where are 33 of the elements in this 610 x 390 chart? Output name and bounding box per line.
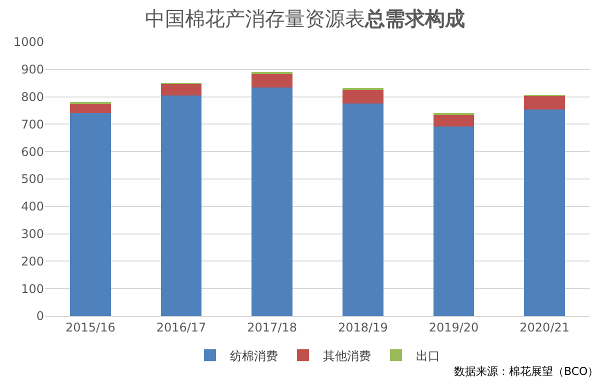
bar (433, 126, 474, 316)
legend-label: 出口 (416, 348, 440, 363)
x-tick-label: 2020/21 (520, 320, 570, 334)
chart-subtitle: 总需求构成 (364, 6, 465, 31)
bar (160, 96, 202, 316)
y-tick-label: 1000 (13, 35, 44, 50)
legend-label: 纺棉消费 (230, 348, 278, 363)
y-tick-label: 300 (21, 227, 44, 241)
bar (252, 87, 293, 316)
y-tick-label: 100 (21, 282, 44, 296)
x-tick-label: 2015/16 (65, 320, 116, 334)
bar (524, 110, 566, 316)
y-tick-label: 0 (36, 309, 44, 324)
bar (160, 84, 202, 96)
bar (342, 90, 384, 104)
x-tick-label: 2017/18 (247, 320, 298, 334)
x-tick-label: 2018/19 (338, 320, 388, 334)
y-tick-label: 800 (21, 90, 44, 104)
x-tick-label: 2016/17 (156, 320, 206, 334)
y-tick-label: 600 (21, 144, 44, 159)
bar (524, 96, 566, 110)
y-tick-label: 400 (21, 200, 44, 214)
x-tick-label: 2019/20 (428, 320, 479, 334)
bar (433, 114, 474, 127)
legend-label: 其他消费 (323, 348, 371, 363)
y-tick-label: 200 (21, 254, 44, 268)
y-tick-label: 500 (21, 172, 44, 186)
bar (70, 113, 111, 316)
y-tick-label: 700 (21, 117, 44, 132)
bar (342, 103, 384, 316)
y-tick-label: 900 (21, 62, 44, 77)
source-note: 数据来源：棉花展望（BCO） (454, 365, 599, 378)
bar (252, 74, 293, 88)
